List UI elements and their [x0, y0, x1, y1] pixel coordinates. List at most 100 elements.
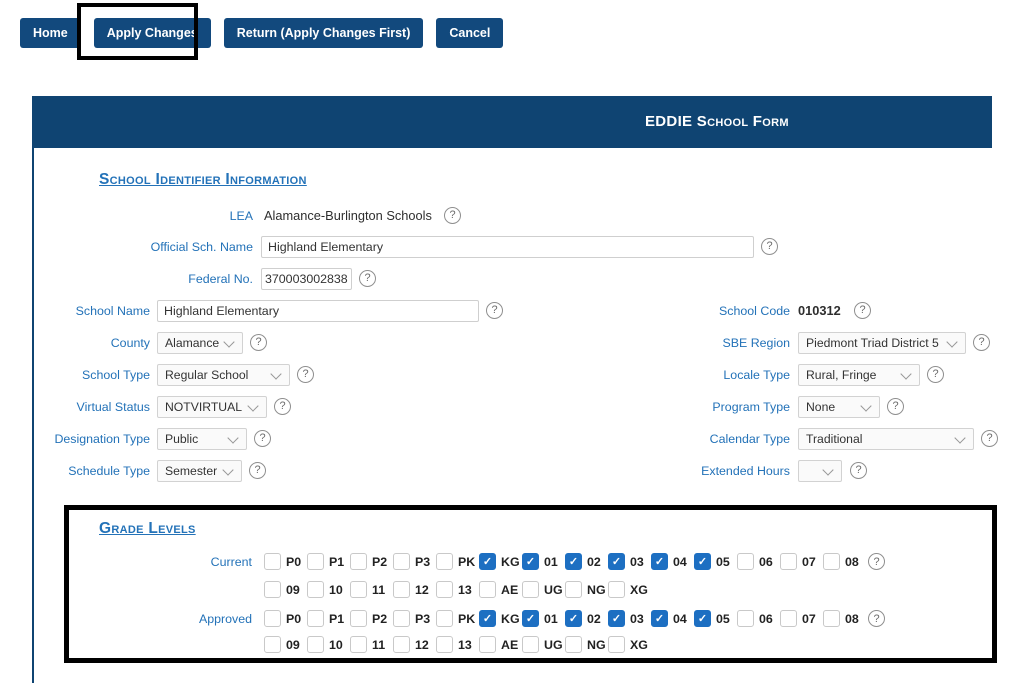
grade-checkbox-pk[interactable]: [436, 553, 453, 570]
current-grades-line2: 09 10 11 12 13 AE UG NG XG: [264, 581, 651, 598]
grade-checkbox-10[interactable]: [307, 636, 324, 653]
field-row-lea: LEA Alamance-Burlington Schools ?: [34, 205, 990, 227]
help-icon[interactable]: ?: [887, 398, 904, 415]
grade-checkbox-kg[interactable]: ✓: [479, 610, 496, 627]
schedule-type-select-value: Semester: [165, 464, 218, 478]
help-icon[interactable]: ?: [250, 334, 267, 351]
grade-checkbox-02[interactable]: ✓: [565, 553, 582, 570]
help-icon[interactable]: ?: [981, 430, 998, 447]
locale-type-select[interactable]: Rural, Fringe: [798, 364, 920, 386]
grade-checkbox-05[interactable]: ✓: [694, 553, 711, 570]
grade-checkbox-09[interactable]: [264, 581, 281, 598]
official-name-label: Official Sch. Name: [150, 240, 253, 254]
grade-checkbox-ng[interactable]: [565, 636, 582, 653]
grade-checkbox-p3[interactable]: [393, 553, 410, 570]
grade-checkbox-02[interactable]: ✓: [565, 610, 582, 627]
grade-checkbox-p1[interactable]: [307, 553, 324, 570]
grade-checkbox-07[interactable]: [780, 553, 797, 570]
schedule-type-select[interactable]: Semester: [157, 460, 242, 482]
grade-checkbox-13[interactable]: [436, 636, 453, 653]
grade-checkbox-ug[interactable]: [522, 636, 539, 653]
grade-checkbox-cell: 07: [780, 553, 823, 570]
designation-type-label: Designation Type: [54, 432, 150, 446]
official-name-input[interactable]: [261, 236, 754, 258]
sbe-region-select[interactable]: Piedmont Triad District 5: [798, 332, 966, 354]
grade-checkbox-03[interactable]: ✓: [608, 553, 625, 570]
grade-checkbox-xg[interactable]: [608, 581, 625, 598]
grade-checkbox-06[interactable]: [737, 553, 754, 570]
apply-changes-button[interactable]: Apply Changes: [93, 18, 211, 48]
current-grades-line1: P0 P1 P2 P3 PK ✓ KG ✓ 01 ✓ 02 ✓ 03 ✓ 04 ✓ 05 06 07 08?: [264, 553, 885, 570]
help-icon[interactable]: ?: [359, 270, 376, 287]
grade-checkbox-ae[interactable]: [479, 581, 496, 598]
grade-label: NG: [587, 637, 606, 652]
grade-checkbox-11[interactable]: [350, 636, 367, 653]
grade-checkbox-pk[interactable]: [436, 610, 453, 627]
grade-checkbox-04[interactable]: ✓: [651, 553, 668, 570]
help-icon[interactable]: ?: [973, 334, 990, 351]
grade-checkbox-kg[interactable]: ✓: [479, 553, 496, 570]
grade-checkbox-ug[interactable]: [522, 581, 539, 598]
grade-checkbox-cell: 09: [264, 636, 307, 653]
grade-checkbox-12[interactable]: [393, 581, 410, 598]
extended-hours-select[interactable]: [798, 460, 842, 482]
calendar-type-select[interactable]: Traditional: [798, 428, 974, 450]
lea-label: LEA: [229, 209, 253, 223]
grade-checkbox-ae[interactable]: [479, 636, 496, 653]
help-icon[interactable]: ?: [249, 462, 266, 479]
school-type-select[interactable]: Regular School: [157, 364, 290, 386]
help-icon[interactable]: ?: [927, 366, 944, 383]
grade-checkbox-p2[interactable]: [350, 553, 367, 570]
federal-no-input[interactable]: [261, 268, 352, 290]
grade-checkbox-11[interactable]: [350, 581, 367, 598]
grade-checkbox-cell: 07: [780, 610, 823, 627]
grade-checkbox-06[interactable]: [737, 610, 754, 627]
help-icon[interactable]: ?: [761, 238, 778, 255]
help-icon[interactable]: ?: [868, 610, 885, 627]
grade-checkbox-p1[interactable]: [307, 610, 324, 627]
grade-label: KG: [501, 554, 520, 569]
help-icon[interactable]: ?: [254, 430, 271, 447]
grade-checkbox-cell: 06: [737, 610, 780, 627]
grade-checkbox-ng[interactable]: [565, 581, 582, 598]
grade-checkbox-12[interactable]: [393, 636, 410, 653]
grade-checkbox-cell: P0: [264, 610, 307, 627]
home-button[interactable]: Home: [20, 18, 81, 48]
help-icon[interactable]: ?: [297, 366, 314, 383]
grade-checkbox-xg[interactable]: [608, 636, 625, 653]
grade-label: P0: [286, 611, 302, 626]
grade-checkbox-cell: 13: [436, 636, 479, 653]
virtual-status-select[interactable]: NOTVIRTUAL: [157, 396, 267, 418]
county-select[interactable]: Alamance: [157, 332, 243, 354]
grade-checkbox-09[interactable]: [264, 636, 281, 653]
grade-checkbox-08[interactable]: [823, 553, 840, 570]
grade-checkbox-01[interactable]: ✓: [522, 610, 539, 627]
sbe-region-select-value: Piedmont Triad District 5: [806, 336, 939, 350]
grade-checkbox-05[interactable]: ✓: [694, 610, 711, 627]
grade-checkbox-13[interactable]: [436, 581, 453, 598]
school-name-input[interactable]: [157, 300, 479, 322]
grade-checkbox-p0[interactable]: [264, 610, 281, 627]
program-type-select-value: None: [806, 400, 836, 414]
grade-checkbox-04[interactable]: ✓: [651, 610, 668, 627]
grade-checkbox-p3[interactable]: [393, 610, 410, 627]
grade-checkbox-p0[interactable]: [264, 553, 281, 570]
return-button[interactable]: Return (Apply Changes First): [223, 18, 424, 48]
grade-label: P1: [329, 611, 345, 626]
grade-checkbox-03[interactable]: ✓: [608, 610, 625, 627]
grade-checkbox-p2[interactable]: [350, 610, 367, 627]
grade-checkbox-10[interactable]: [307, 581, 324, 598]
cancel-button[interactable]: Cancel: [436, 18, 504, 48]
chevron-down-icon: [247, 399, 259, 412]
grade-checkbox-07[interactable]: [780, 610, 797, 627]
help-icon[interactable]: ?: [486, 302, 503, 319]
grade-checkbox-08[interactable]: [823, 610, 840, 627]
program-type-select[interactable]: None: [798, 396, 880, 418]
designation-type-select[interactable]: Public: [157, 428, 247, 450]
grade-checkbox-01[interactable]: ✓: [522, 553, 539, 570]
help-icon[interactable]: ?: [274, 398, 291, 415]
help-icon[interactable]: ?: [868, 553, 885, 570]
help-icon[interactable]: ?: [444, 207, 461, 224]
help-icon[interactable]: ?: [854, 302, 871, 319]
help-icon[interactable]: ?: [850, 462, 867, 479]
